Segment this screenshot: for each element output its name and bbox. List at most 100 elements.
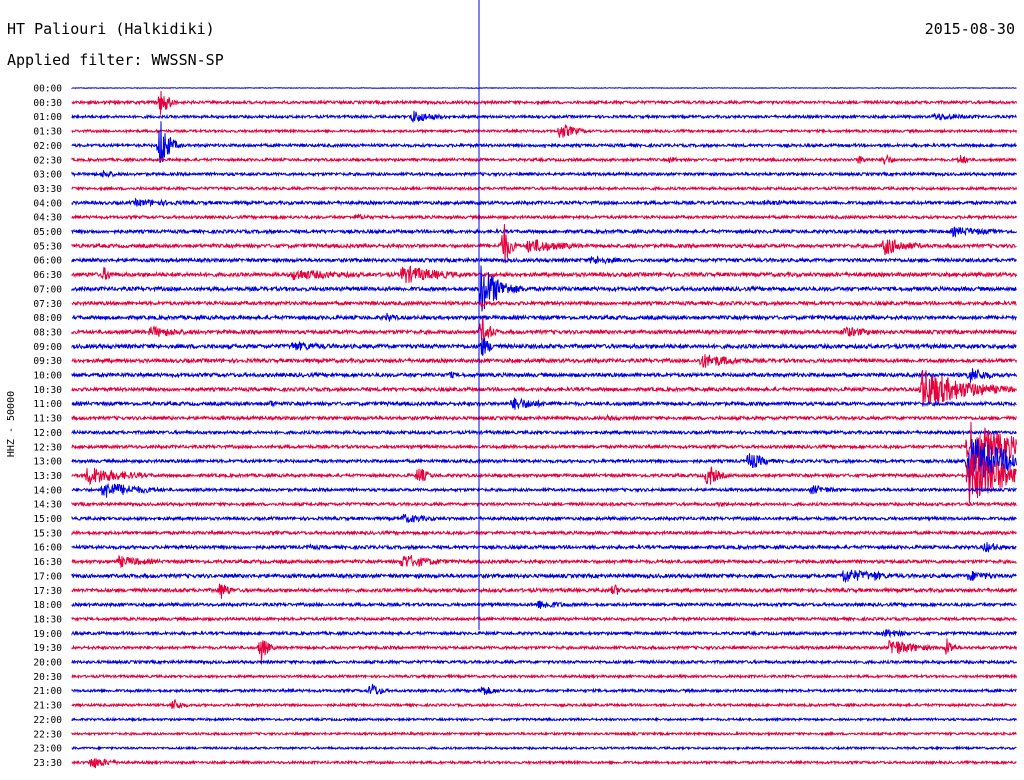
row-time-label: 20:00 <box>33 658 62 669</box>
row-time-label: 22:00 <box>33 715 62 726</box>
seismic-trace-1230 <box>71 421 1017 469</box>
seismic-trace-0230 <box>71 154 1017 165</box>
seismic-trace-1400 <box>71 482 1017 498</box>
row-time-label: 08:00 <box>33 313 62 324</box>
row-time-label: 14:00 <box>33 485 62 496</box>
seismic-trace-2330 <box>71 758 1017 769</box>
seismic-trace-1430 <box>71 500 1017 508</box>
seismic-trace-0600 <box>71 255 1017 265</box>
row-time-label: 23:00 <box>33 744 62 755</box>
seismic-trace-0630 <box>71 265 1017 284</box>
row-time-label: 13:30 <box>33 471 62 482</box>
seismic-trace-1130 <box>71 413 1017 422</box>
seismic-trace-1730 <box>71 583 1017 599</box>
y-axis-label: HHZ - 50000 <box>6 391 17 457</box>
seismic-trace-1000 <box>71 368 1017 383</box>
row-time-label: 17:00 <box>33 571 62 582</box>
row-time-label: 07:00 <box>33 284 62 295</box>
seismic-trace-1800 <box>71 600 1017 609</box>
seismic-trace-2130 <box>71 698 1017 709</box>
seismic-trace-0330 <box>71 185 1017 192</box>
seismic-trace-1100 <box>71 397 1017 410</box>
seismic-trace-0130 <box>71 124 1017 138</box>
row-time-label: 12:00 <box>33 428 62 439</box>
row-time-label: 03:30 <box>33 184 62 195</box>
row-time-label: 10:00 <box>33 371 62 382</box>
station-title: HT Paliouri (Halkidiki) <box>7 20 215 38</box>
seismic-trace-1200 <box>71 428 1017 436</box>
record-date: 2015-08-30 <box>924 20 1015 38</box>
seismic-trace-0100 <box>71 110 1017 124</box>
row-time-label: 02:30 <box>33 155 62 166</box>
row-time-label: 16:30 <box>33 557 62 568</box>
row-time-label: 22:30 <box>33 729 62 740</box>
row-time-label: 05:00 <box>33 227 62 238</box>
seismic-trace-2230 <box>71 730 1017 737</box>
row-time-label: 15:30 <box>33 528 62 539</box>
row-time-label: 06:30 <box>33 270 62 281</box>
row-time-label: 00:00 <box>33 84 62 95</box>
seismic-trace-0400 <box>71 197 1017 208</box>
seismic-trace-1530 <box>71 529 1017 537</box>
seismic-trace-2030 <box>71 673 1017 680</box>
row-time-label: 01:30 <box>33 127 62 138</box>
seismic-trace-0900 <box>71 337 1017 356</box>
row-time-label: 18:30 <box>33 614 62 625</box>
seismic-trace-2300 <box>71 745 1017 751</box>
row-time-label: 12:30 <box>33 442 62 453</box>
row-time-label: 04:30 <box>33 213 62 224</box>
row-time-label: 21:00 <box>33 686 62 697</box>
row-time-label: 04:00 <box>33 198 62 209</box>
seismic-trace-0500 <box>71 226 1017 238</box>
row-time-label: 08:30 <box>33 327 62 338</box>
seismic-trace-1830 <box>71 615 1017 623</box>
seismic-trace-1630 <box>71 554 1017 569</box>
row-time-label: 02:00 <box>33 141 62 152</box>
seismic-trace-1930 <box>71 638 1017 662</box>
seismic-trace-0530 <box>71 224 1017 263</box>
row-time-label: 00:30 <box>33 98 62 109</box>
row-time-label: 10:30 <box>33 385 62 396</box>
row-time-label: 07:30 <box>33 299 62 310</box>
seismic-trace-1700 <box>71 569 1017 583</box>
row-time-label: 16:00 <box>33 543 62 554</box>
row-time-label: 09:30 <box>33 356 62 367</box>
seismic-trace-0830 <box>71 318 1017 344</box>
seismic-trace-2200 <box>71 716 1017 723</box>
y-axis-label-group: HHZ - 50000 <box>6 391 17 457</box>
seismic-trace-0030 <box>71 90 1017 115</box>
trace-rows: 00:00 00:30 01:00 01:30 02:00 02:30 03:00 03:30… <box>33 84 1017 769</box>
seismic-trace-2000 <box>71 658 1017 666</box>
seismic-trace-0430 <box>71 213 1017 221</box>
filter-label: Applied filter: WWSSN-SP <box>7 51 224 69</box>
seismic-trace-1900 <box>71 629 1017 639</box>
seismic-trace-2100 <box>71 683 1017 695</box>
seismic-trace-1300 <box>71 439 1017 489</box>
row-time-label: 20:30 <box>33 672 62 683</box>
row-time-label: 15:00 <box>33 514 62 525</box>
seismic-trace-0700 <box>71 265 1017 312</box>
seismic-trace-1500 <box>71 513 1017 523</box>
row-time-label: 13:00 <box>33 457 62 468</box>
seismic-trace-0000 <box>71 86 1017 90</box>
row-time-label: 17:30 <box>33 586 62 597</box>
row-time-label: 21:30 <box>33 701 62 712</box>
seismic-trace-0200 <box>71 121 1017 163</box>
row-time-label: 01:00 <box>33 112 62 123</box>
seismic-trace-0730 <box>71 299 1017 308</box>
seismic-trace-0800 <box>71 312 1017 322</box>
seismic-trace-0930 <box>71 354 1017 368</box>
seismic-trace-1330 <box>71 454 1017 504</box>
row-time-label: 18:00 <box>33 600 62 611</box>
seismic-trace-0300 <box>71 170 1017 178</box>
row-time-label: 06:00 <box>33 256 62 267</box>
row-time-label: 11:00 <box>33 399 62 410</box>
seismic-trace-1030 <box>71 369 1017 407</box>
row-time-label: 19:30 <box>33 643 62 654</box>
row-time-label: 05:30 <box>33 241 62 252</box>
row-time-label: 09:00 <box>33 342 62 353</box>
row-time-label: 14:30 <box>33 500 62 511</box>
row-time-label: 11:30 <box>33 414 62 425</box>
row-time-label: 19:00 <box>33 629 62 640</box>
